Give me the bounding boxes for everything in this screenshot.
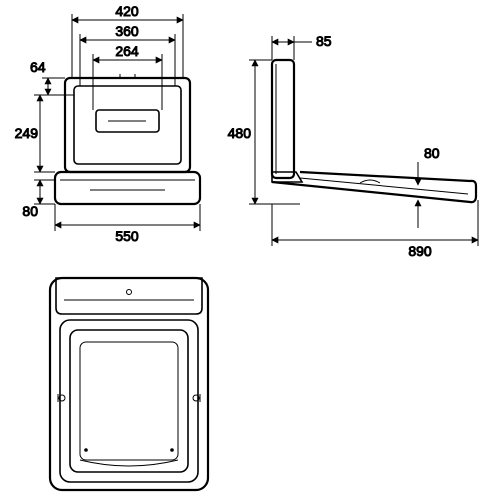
dim-80-side: 80 [418,145,440,228]
side-elevation: 85 480 80 890 [228,33,478,259]
dim-360-label: 360 [115,23,139,39]
dim-64: 64 [30,59,74,95]
dim-890: 890 [272,200,478,259]
dim-64-label: 64 [30,59,46,75]
dim-80-left-label: 80 [22,203,38,219]
dimension-drawing: 420 360 264 64 249 [0,0,500,500]
dim-480-label: 480 [228,125,252,141]
dim-85-label: 85 [316,33,332,49]
dim-249: 249 [15,95,55,172]
plan-view [50,278,208,490]
front-elevation: 420 360 264 64 249 [15,3,200,244]
dim-85: 85 [272,33,332,60]
dim-80-left: 80 [22,180,55,219]
dim-550: 550 [55,204,200,244]
dim-264-label: 264 [115,43,139,59]
dim-264: 264 [93,43,162,110]
dim-550-label: 550 [115,228,139,244]
dim-80-side-label: 80 [424,145,440,161]
dim-890-label: 890 [408,243,432,259]
dim-420-label: 420 [115,3,139,19]
dim-249-label: 249 [15,125,39,141]
